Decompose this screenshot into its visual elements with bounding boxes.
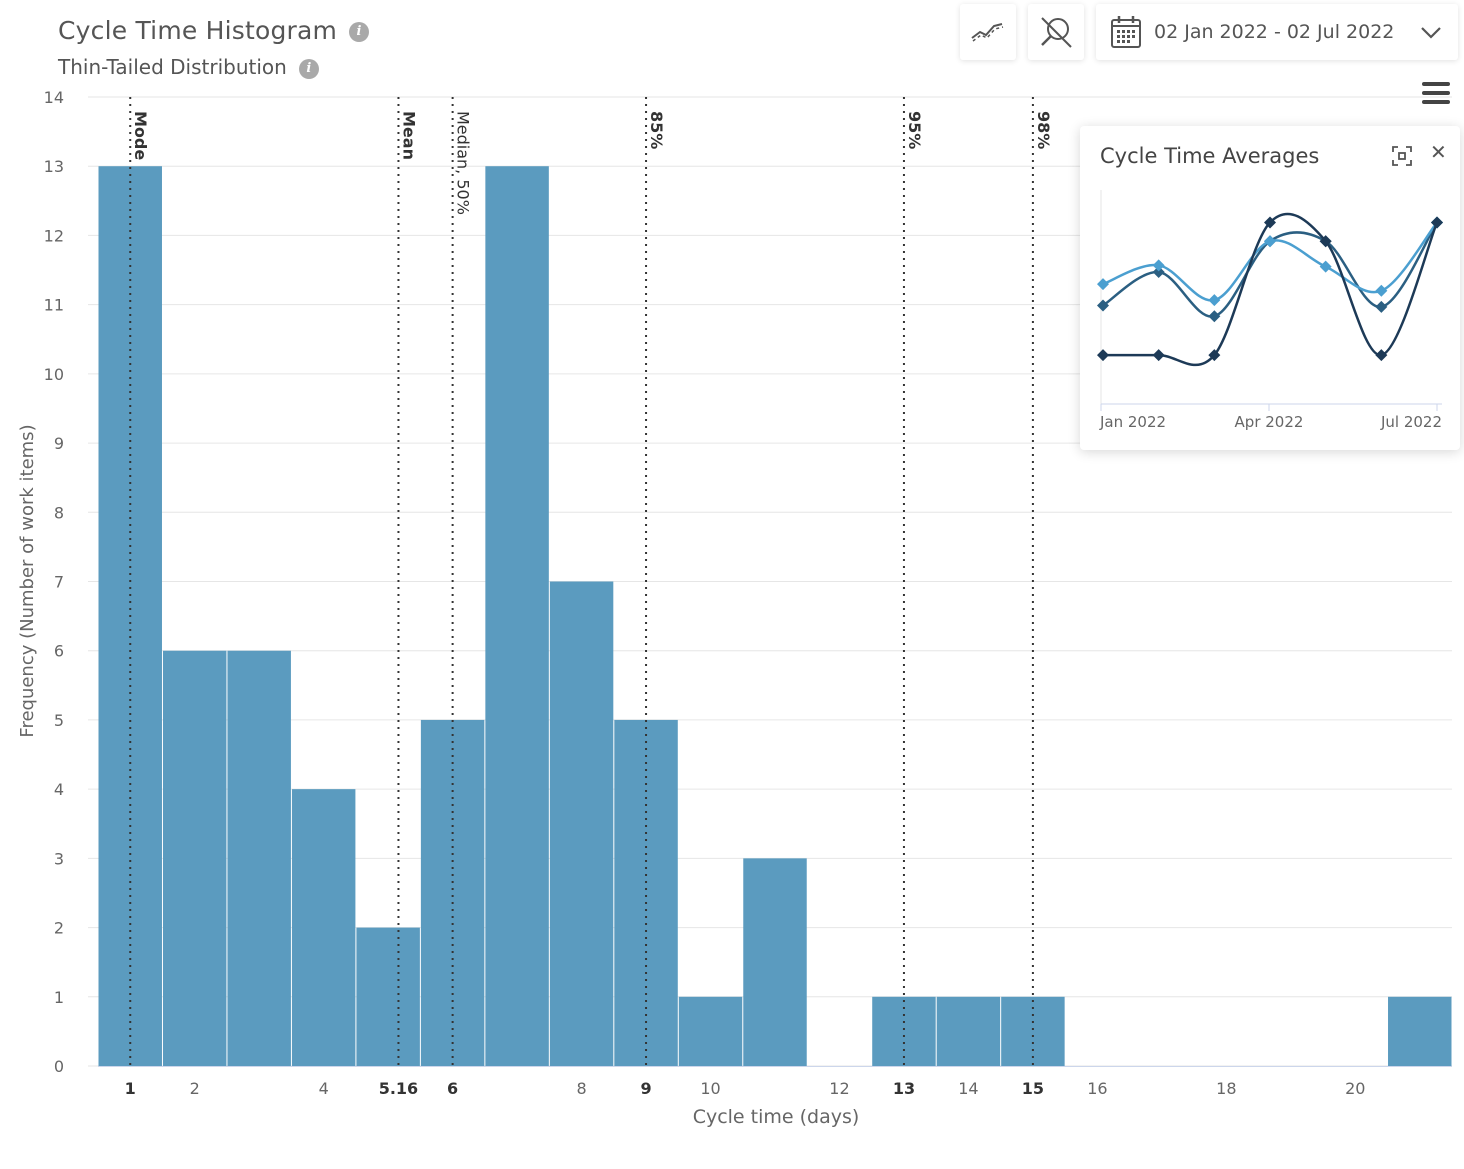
y-tick-label: 13: [44, 157, 64, 176]
y-tick-label: 2: [54, 919, 64, 938]
series-point: [1152, 266, 1165, 279]
histogram-bar: [485, 166, 549, 1066]
y-tick-label: 7: [54, 573, 64, 592]
marker-label: Mean: [399, 111, 418, 160]
x-tick-label: 8: [576, 1079, 586, 1098]
info-icon[interactable]: i: [349, 22, 370, 42]
x-tick-label: 14: [958, 1079, 978, 1098]
x-tick-label: 10: [700, 1079, 720, 1098]
marker-label: Median, 50%: [454, 111, 473, 215]
info-icon[interactable]: i: [298, 58, 319, 79]
close-icon[interactable]: ✕: [1430, 140, 1447, 164]
marker-tick-label: 5.16: [379, 1079, 418, 1098]
y-tick-label: 4: [54, 780, 64, 799]
series-point: [1097, 299, 1109, 312]
series-point: [1208, 294, 1221, 307]
x-tick-label: 16: [1087, 1079, 1107, 1098]
chart-subtitle: Thin-Tailed Distribution i: [58, 55, 319, 79]
y-tick-label: 8: [54, 503, 64, 522]
series-point: [1152, 349, 1165, 362]
series-line: [1102, 212, 1439, 367]
chart-title-text: Cycle Time Histogram: [58, 16, 338, 45]
chart-title: Cycle Time Histogram i: [58, 16, 370, 45]
series-point: [1097, 278, 1109, 291]
mini-x-tick-label: Apr 2022: [1235, 413, 1304, 431]
histogram-bar: [356, 927, 420, 1066]
marker-tick-label: 15: [1022, 1079, 1044, 1098]
y-tick-label: 3: [54, 849, 64, 868]
marker-tick-label: 9: [640, 1079, 651, 1098]
series-point: [1264, 235, 1276, 248]
cycle-time-averages-popup: Jan 2022 Apr 2022 Jul 2022 Cycle Time Aver…: [1080, 126, 1460, 450]
series-point: [1264, 216, 1276, 229]
date-range-text: 02 Jan 2022 - 02 Jul 2022: [1154, 21, 1395, 43]
x-tick-label: 20: [1345, 1079, 1365, 1098]
y-axis-title: Frequency (Number of work items): [17, 424, 38, 737]
y-tick-label: 14: [44, 88, 64, 107]
calendar-icon: [1111, 16, 1141, 48]
series-point: [1208, 349, 1221, 362]
histogram-bar: [549, 581, 614, 1066]
histogram-bar: [936, 996, 1001, 1066]
x-tick-label: 12: [829, 1079, 849, 1098]
marker-label: 95%: [905, 111, 924, 149]
marker-label: 85%: [647, 111, 666, 149]
search-off-icon: [1041, 17, 1072, 48]
search-off-button[interactable]: [1028, 4, 1084, 60]
trend-line-icon: [971, 23, 1004, 42]
marker-label: Mode: [131, 111, 150, 160]
histogram-bar: [1388, 996, 1452, 1066]
series-point: [1208, 310, 1221, 323]
histogram-bar: [162, 650, 227, 1066]
marker-label: 98%: [1034, 111, 1053, 149]
series-line: [1102, 221, 1438, 302]
trend-toggle-button[interactable]: [960, 4, 1016, 60]
series-point: [1375, 284, 1388, 297]
y-tick-label: 5: [54, 711, 64, 730]
series-point: [1319, 235, 1332, 248]
y-tick-label: 12: [44, 226, 64, 245]
series-point: [1431, 216, 1443, 229]
series-point: [1375, 349, 1388, 362]
x-tick-label: 2: [190, 1079, 200, 1098]
x-axis-title: Cycle time (days): [693, 1106, 860, 1128]
marker-tick-label: 13: [893, 1079, 915, 1098]
series-point: [1319, 260, 1332, 273]
mini-x-tick-label: Jul 2022: [1380, 413, 1442, 431]
marker-tick-label: 6: [447, 1079, 458, 1098]
chevron-down-icon[interactable]: [1420, 26, 1442, 40]
x-tick-label: 4: [319, 1079, 329, 1098]
x-tick-label: 18: [1216, 1079, 1236, 1098]
popup-title: Cycle Time Averages: [1100, 144, 1320, 168]
y-tick-label: 0: [54, 1057, 64, 1076]
y-tick-label: 1: [54, 988, 64, 1007]
y-tick-label: 10: [44, 365, 64, 384]
marker-tick-label: 1: [125, 1079, 136, 1098]
series-point: [1152, 259, 1165, 272]
date-range-picker[interactable]: 02 Jan 2022 - 02 Jul 2022: [1096, 4, 1458, 60]
series-point: [1375, 300, 1388, 313]
averages-line-chart: Jan 2022 Apr 2022 Jul 2022: [1097, 190, 1443, 431]
y-tick-label: 6: [54, 642, 64, 661]
chart-subtitle-text: Thin-Tailed Distribution: [58, 55, 287, 79]
series-point: [1097, 349, 1109, 362]
y-tick-label: 11: [44, 296, 64, 315]
y-tick-label: 9: [54, 434, 64, 453]
fullscreen-icon[interactable]: [1392, 146, 1412, 166]
mini-x-tick-label: Jan 2022: [1099, 413, 1166, 431]
hamburger-menu-icon[interactable]: [1422, 82, 1450, 104]
histogram-bar: [678, 996, 743, 1066]
histogram-bar: [227, 650, 291, 1066]
histogram-bar: [743, 858, 807, 1066]
histogram-bar: [291, 789, 356, 1066]
